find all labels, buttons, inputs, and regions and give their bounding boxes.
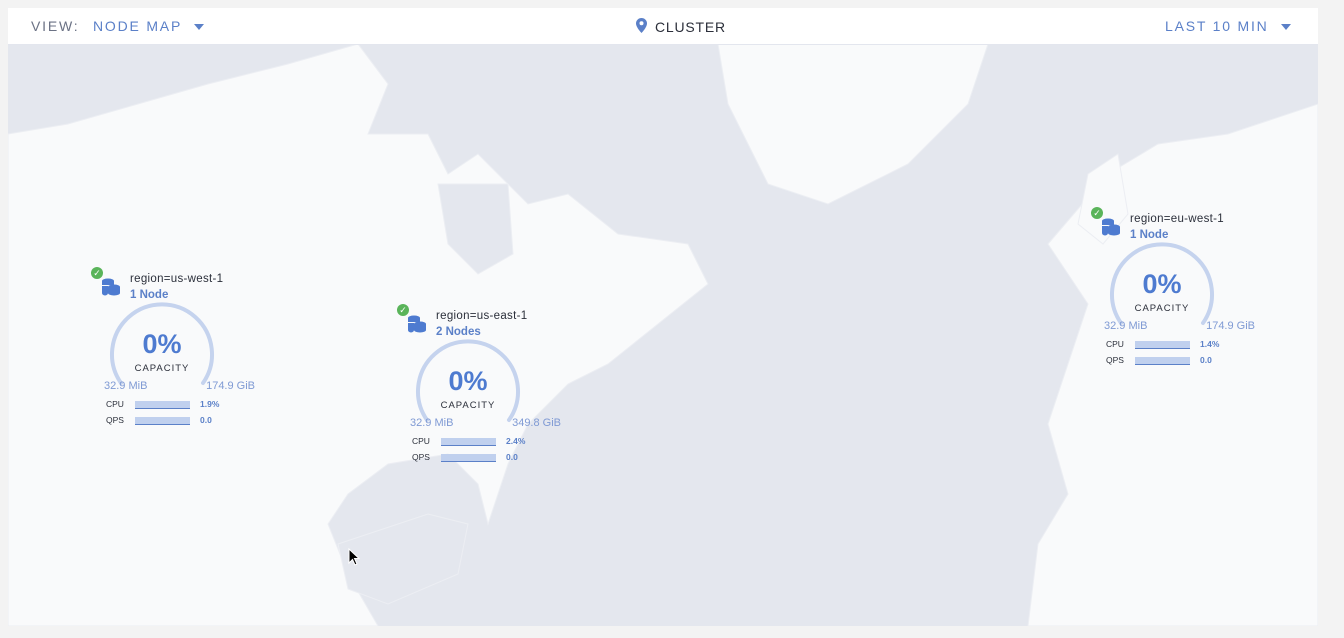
used-storage: 32.9 MiB [410,417,454,429]
region-cluster[interactable]: ✓ region=eu-west-1 1 Node 0% CAPACITY 32… [1091,207,1255,377]
node-count[interactable]: 1 Node [1130,229,1169,241]
breadcrumb[interactable]: CLUSTER [636,18,726,35]
location-pin-icon [636,18,647,33]
qps-value: 0.0 [506,452,518,462]
chevron-down-icon [1280,24,1291,31]
capacity-percent: 0% [142,329,182,359]
cpu-row: CPU 1.9% [106,399,246,409]
region-cluster[interactable]: ✓ region=us-east-1 2 Nodes 0% CAPACITY 3… [397,304,561,474]
node-count[interactable]: 1 Node [130,289,169,301]
qps-sparkline [1135,357,1190,365]
capacity-label: CAPACITY [1134,303,1190,314]
cpu-value: 1.9% [200,399,220,409]
database-icon [408,315,426,333]
cpu-row: CPU 1.4% [1106,339,1246,349]
cpu-sparkline [135,401,190,409]
cpu-sparkline [1135,341,1190,349]
cpu-row: CPU 2.4% [412,436,552,446]
region-cluster[interactable]: ✓ region=us-west-1 1 Node 0% CAPACITY 32… [91,267,255,437]
region-name[interactable]: region=us-east-1 [436,310,528,322]
qps-value: 0.0 [200,415,212,425]
qps-sparkline [441,454,496,462]
cpu-value: 2.4% [506,436,526,446]
capacity-gauge [110,302,214,385]
database-icon [1102,218,1120,236]
capacity-label: CAPACITY [440,400,496,411]
qps-row: QPS 0.0 [106,415,246,425]
node-count[interactable]: 2 Nodes [436,326,481,338]
database-icon [102,278,120,296]
qps-label: QPS [412,452,430,462]
healthy-check-icon: ✓ [91,267,103,279]
view-selector[interactable]: NODE MAP [93,18,205,34]
qps-label: QPS [1106,355,1124,365]
time-range-value: LAST 10 MIN [1165,18,1269,34]
capacity-percent: 0% [448,366,488,396]
cpu-sparkline [441,438,496,446]
cpu-value: 1.4% [1200,339,1220,349]
top-bar: VIEW: NODE MAP CLUSTER LAST 10 MIN [8,8,1318,45]
world-map[interactable] [8,44,1318,626]
cpu-label: CPU [412,436,430,446]
qps-value: 0.0 [1200,355,1212,365]
qps-label: QPS [106,415,124,425]
view-value: NODE MAP [93,18,183,34]
region-name[interactable]: region=us-west-1 [130,273,224,285]
region-name[interactable]: region=eu-west-1 [1130,213,1224,225]
capacity-percent: 0% [1142,269,1182,299]
capacity-gauge [416,339,520,422]
used-storage: 32.9 MiB [104,380,148,392]
qps-row: QPS 0.0 [412,452,552,462]
total-storage: 349.8 GiB [512,417,561,429]
healthy-check-icon: ✓ [1091,207,1103,219]
hudson-bay [437,183,514,275]
chevron-down-icon [194,24,205,31]
view-label: VIEW: [31,18,80,34]
mouse-cursor-icon [348,548,360,566]
capacity-label: CAPACITY [134,363,190,374]
gulf-of-mexico [337,513,469,605]
total-storage: 174.9 GiB [1206,320,1255,332]
qps-row: QPS 0.0 [1106,355,1246,365]
total-storage: 174.9 GiB [206,380,255,392]
time-range-selector[interactable]: LAST 10 MIN [1165,18,1291,34]
qps-sparkline [135,417,190,425]
used-storage: 32.9 MiB [1104,320,1148,332]
greenland-land [717,44,989,205]
cpu-label: CPU [1106,339,1124,349]
healthy-check-icon: ✓ [397,304,409,316]
page-title: CLUSTER [655,19,726,35]
cluster-panel: VIEW: NODE MAP CLUSTER LAST 10 MIN [8,8,1318,626]
capacity-gauge [1110,242,1214,325]
north-america-land [8,44,709,626]
cpu-label: CPU [106,399,124,409]
